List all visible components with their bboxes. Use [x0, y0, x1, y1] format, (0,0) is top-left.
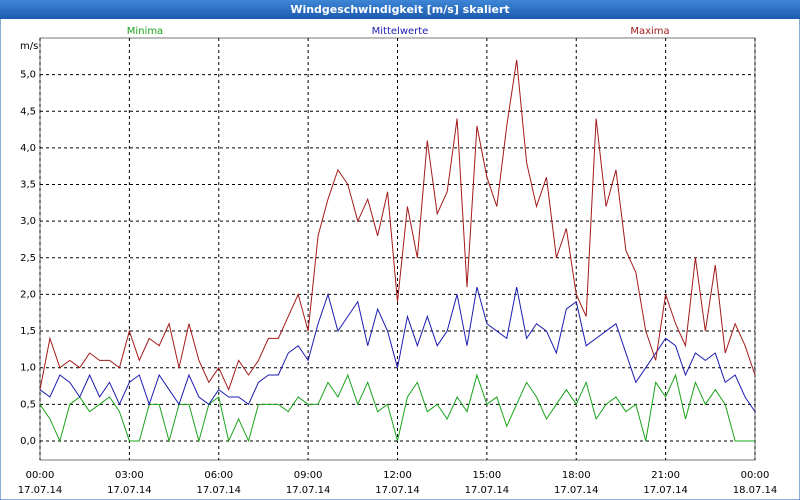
- y-tick-label: 4,0: [20, 143, 36, 154]
- x-tick-label: 00:00: [26, 470, 55, 481]
- y-tick-label: 4,5: [20, 106, 36, 117]
- x-tick-date: 17.07.14: [107, 485, 152, 496]
- x-tick-label: 21:00: [651, 470, 680, 481]
- legend-label: Mittelwerte: [372, 26, 429, 37]
- x-tick-label: 12:00: [383, 470, 412, 481]
- x-tick-date: 18.07.14: [733, 485, 778, 496]
- series-line: [39, 286, 756, 412]
- y-axis-label: m/s: [20, 41, 38, 52]
- x-tick-label: 06:00: [204, 470, 233, 481]
- title-bar: [0, 0, 800, 19]
- series-line: [39, 59, 756, 392]
- y-tick-label: 1,0: [20, 363, 36, 374]
- x-tick-label: 03:00: [115, 470, 144, 481]
- y-tick-label: 2,5: [20, 253, 36, 264]
- y-tick-label: 5,0: [20, 70, 36, 81]
- x-tick-label: 15:00: [472, 470, 501, 481]
- x-tick-date: 17.07.14: [554, 485, 599, 496]
- chart-title: Windgeschwindigkeit [m/s] skaliert: [290, 3, 509, 16]
- y-tick-label: 3,5: [20, 180, 36, 191]
- y-tick-label: 3,0: [20, 216, 36, 227]
- legend-label: Minima: [127, 26, 163, 37]
- y-tick-label: 1,5: [20, 326, 36, 337]
- x-tick-date: 17.07.14: [18, 485, 63, 496]
- x-tick-label: 00:00: [741, 470, 770, 481]
- x-tick-date: 17.07.14: [375, 485, 420, 496]
- x-tick-date: 17.07.14: [286, 485, 331, 496]
- y-tick-label: 0,5: [20, 399, 36, 410]
- y-tick-label: 2,0: [20, 289, 36, 300]
- series-line: [39, 373, 755, 443]
- x-tick-date: 17.07.14: [196, 485, 241, 496]
- y-tick-label: 0,0: [20, 436, 36, 447]
- x-tick-date: 17.07.14: [643, 485, 688, 496]
- legend-label: Maxima: [630, 26, 669, 37]
- x-tick-label: 18:00: [562, 470, 591, 481]
- x-tick-label: 09:00: [294, 470, 323, 481]
- x-tick-date: 17.07.14: [465, 485, 510, 496]
